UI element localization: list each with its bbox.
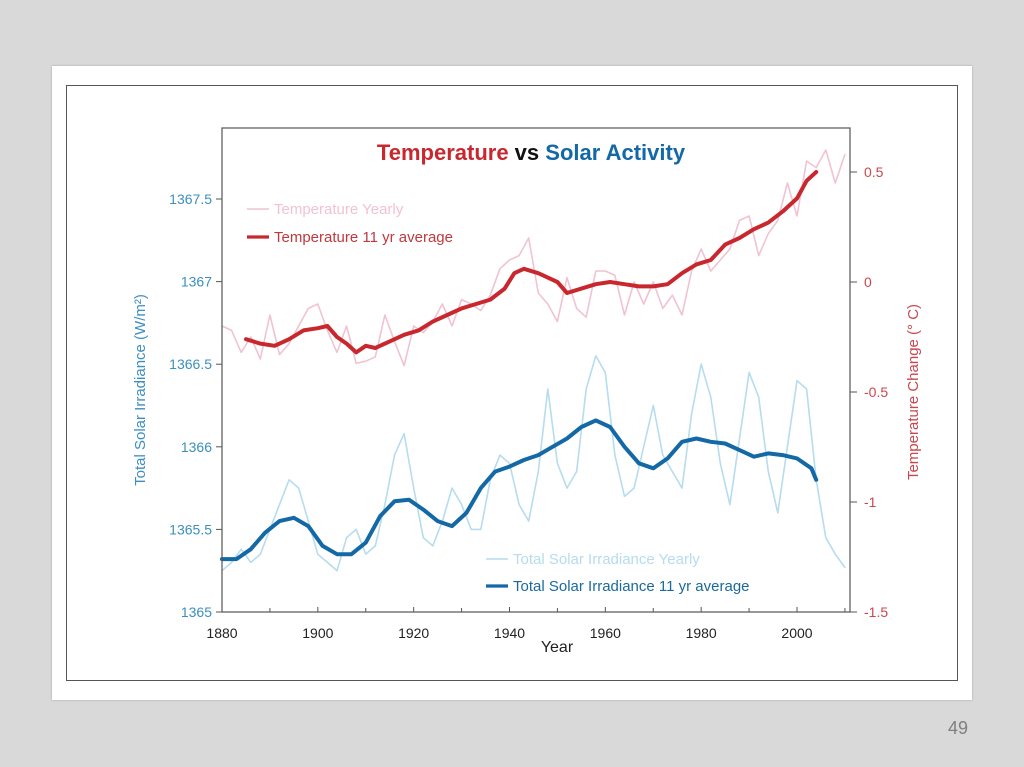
series-line-tsi-yearly <box>221 355 846 572</box>
y-left-tick-label: 1366.5 <box>169 356 212 372</box>
title-part-temperature: Temperature <box>377 140 509 165</box>
series-line-tsi-avg <box>220 418 819 562</box>
series-line-temp-avg <box>244 170 819 355</box>
y-left-tick-label: 1366 <box>181 439 212 455</box>
y-left-tick-label: 1367.5 <box>169 191 212 207</box>
x-axis-label: Year <box>541 639 574 656</box>
y-right-tick-label: -1 <box>864 494 877 510</box>
y-left-tick-label: 1367 <box>181 274 212 290</box>
x-tick-label: 1900 <box>302 625 333 641</box>
x-tick-label: 1920 <box>398 625 429 641</box>
title-part-solar-activity: Solar Activity <box>545 140 686 165</box>
legend-label-temp-yearly: Temperature Yearly <box>274 201 404 218</box>
y-axis-left-label: Total Solar Irradiance (W/m²) <box>132 294 149 486</box>
x-tick-label: 1980 <box>686 625 717 641</box>
chart-frame <box>66 85 958 681</box>
y-right-tick-label: 0 <box>864 274 872 290</box>
y-right-tick-label: 0.5 <box>864 164 884 180</box>
y-axis-right-label: Temperature Change (° C) <box>905 304 922 480</box>
plot-area-border <box>221 127 851 613</box>
page-number: 49 <box>948 718 969 738</box>
chart-title: Temperature vs Solar Activity <box>377 140 686 165</box>
y-right-tick-label: -0.5 <box>864 384 888 400</box>
title-part-vs: vs <box>509 140 546 165</box>
x-tick-label: 1880 <box>206 625 237 641</box>
y-left-tick-label: 1365 <box>181 604 212 620</box>
x-tick-label: 1960 <box>590 625 621 641</box>
legend-label-tsi-avg: Total Solar Irradiance 11 yr average <box>513 578 750 595</box>
series-line-temp-yearly <box>221 149 846 367</box>
legend-label-temp-avg: Temperature 11 yr average <box>274 229 453 246</box>
x-tick-label: 2000 <box>781 625 812 641</box>
y-left-tick-label: 1365.5 <box>169 521 212 537</box>
legend-label-tsi-yearly: Total Solar Irradiance Yearly <box>513 551 700 568</box>
x-tick-label: 1940 <box>494 625 525 641</box>
y-right-tick-label: -1.5 <box>864 604 888 620</box>
